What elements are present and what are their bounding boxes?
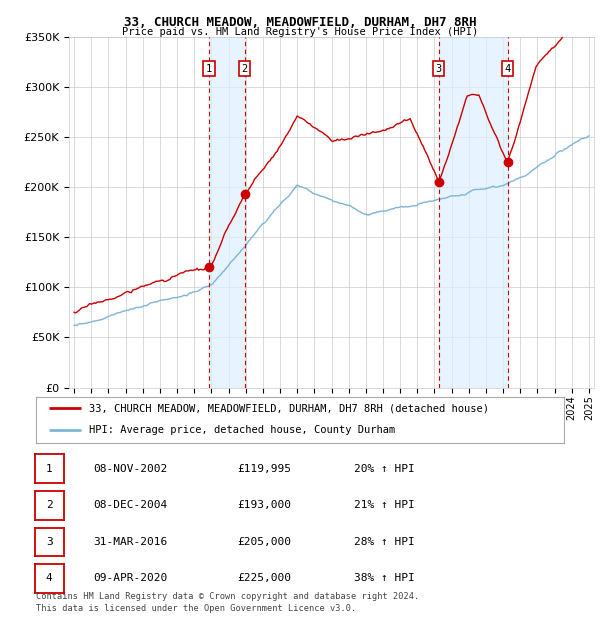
Text: 4: 4 — [46, 574, 53, 583]
Text: 28% ↑ HPI: 28% ↑ HPI — [354, 537, 415, 547]
Text: £225,000: £225,000 — [237, 574, 291, 583]
Text: 08-DEC-2004: 08-DEC-2004 — [93, 500, 167, 510]
Text: This data is licensed under the Open Government Licence v3.0.: This data is licensed under the Open Gov… — [36, 603, 356, 613]
Text: 1: 1 — [46, 464, 53, 474]
Text: 3: 3 — [436, 64, 442, 74]
Bar — [439, 37, 508, 387]
Text: 2: 2 — [241, 64, 248, 74]
Text: 3: 3 — [46, 537, 53, 547]
Text: 21% ↑ HPI: 21% ↑ HPI — [354, 500, 415, 510]
Text: 20% ↑ HPI: 20% ↑ HPI — [354, 464, 415, 474]
Text: 31-MAR-2016: 31-MAR-2016 — [93, 537, 167, 547]
Text: Contains HM Land Registry data © Crown copyright and database right 2024.: Contains HM Land Registry data © Crown c… — [36, 592, 419, 601]
Text: 33, CHURCH MEADOW, MEADOWFIELD, DURHAM, DH7 8RH: 33, CHURCH MEADOW, MEADOWFIELD, DURHAM, … — [124, 16, 476, 29]
Text: 1: 1 — [206, 64, 212, 74]
Text: £205,000: £205,000 — [237, 537, 291, 547]
Text: £193,000: £193,000 — [237, 500, 291, 510]
Text: 08-NOV-2002: 08-NOV-2002 — [93, 464, 167, 474]
Text: £119,995: £119,995 — [237, 464, 291, 474]
Text: Price paid vs. HM Land Registry's House Price Index (HPI): Price paid vs. HM Land Registry's House … — [122, 27, 478, 37]
Text: HPI: Average price, detached house, County Durham: HPI: Average price, detached house, Coun… — [89, 425, 395, 435]
Text: 09-APR-2020: 09-APR-2020 — [93, 574, 167, 583]
Text: 38% ↑ HPI: 38% ↑ HPI — [354, 574, 415, 583]
Text: 2: 2 — [46, 500, 53, 510]
Text: 4: 4 — [505, 64, 511, 74]
Bar — [209, 37, 245, 387]
Text: 33, CHURCH MEADOW, MEADOWFIELD, DURHAM, DH7 8RH (detached house): 33, CHURCH MEADOW, MEADOWFIELD, DURHAM, … — [89, 404, 489, 414]
